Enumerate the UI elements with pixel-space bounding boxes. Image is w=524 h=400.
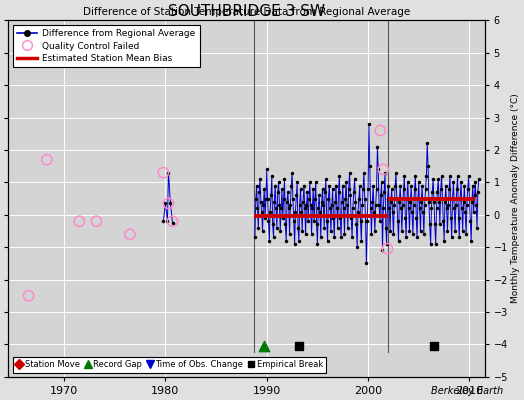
Point [42, 156, 51, 163]
Point [126, 231, 134, 238]
Point [75, 218, 83, 224]
Point [259, 343, 268, 349]
Point [430, 343, 438, 349]
Point [25, 292, 33, 299]
Point [383, 246, 391, 252]
Point [164, 200, 172, 207]
Point [295, 343, 303, 349]
Legend: Station Move, Record Gap, Time of Obs. Change, Empirical Break: Station Move, Record Gap, Time of Obs. C… [13, 357, 326, 373]
Point [168, 218, 177, 224]
Text: Difference of Station Temperature Data from Regional Average: Difference of Station Temperature Data f… [83, 7, 410, 17]
Point [92, 218, 101, 224]
Y-axis label: Monthly Temperature Anomaly Difference (°C): Monthly Temperature Anomaly Difference (… [511, 94, 520, 304]
Text: Berkeley Earth: Berkeley Earth [431, 386, 503, 396]
Title: SOUTHBRIDGE 3 SW: SOUTHBRIDGE 3 SW [168, 4, 325, 19]
Point [379, 166, 388, 173]
Point [376, 127, 385, 134]
Point [159, 170, 168, 176]
